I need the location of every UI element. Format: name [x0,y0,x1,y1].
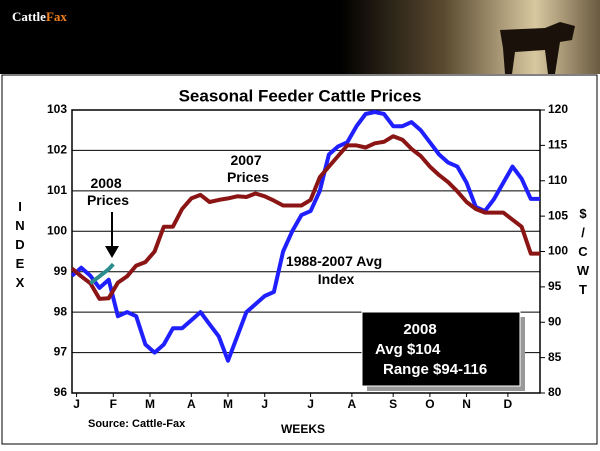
annotation-2007: 2007 Prices [227,152,269,185]
x-tick-label: J [73,397,80,411]
x-tick-label: J [261,397,268,411]
x-tick-label: M [223,397,233,411]
plot-border [71,109,541,394]
y-tick-label: 103 [47,102,67,116]
y2-tick-label: 80 [548,385,562,399]
chart-frame [1,74,598,445]
summary-line: Avg $104 [375,341,441,358]
x-tick-label: N [462,397,471,411]
y-tick-label: 101 [47,183,67,197]
chart-title: Seasonal Feeder Cattle Prices [179,86,422,105]
x-tick-label: S [389,397,397,411]
logo: CattleFax [12,9,67,24]
x-tick-label: A [187,397,196,411]
x-axis-label: WEEKS [281,422,325,436]
x-tick-label: M [145,397,155,411]
series-line [70,110,540,363]
cow-silhouette [500,22,575,74]
annotation-avg: 1988-2007 Avg Index [286,253,386,287]
y2-axis-label: $ / C W T [577,206,590,297]
summary-box [361,311,521,387]
y-tick-label: 96 [54,385,68,399]
logo-cattle: Cattle [12,9,46,24]
y-tick-label: 97 [54,345,68,359]
y2-tick-label: 90 [548,314,562,328]
x-tick-label: A [348,397,357,411]
y2-tick-label: 100 [548,244,568,258]
y2-tick-label: 85 [548,350,562,364]
y2-tick-label: 105 [548,208,568,222]
y2-tick-label: 115 [548,138,568,152]
y2-tick-label: 95 [548,279,562,293]
source: Source: Cattle-Fax [88,418,186,430]
annotation-2008: 2008 Prices [87,175,129,208]
x-tick-label: D [504,397,513,411]
arrow-head [105,246,119,258]
y-tick-label: 100 [47,223,67,237]
series-line [70,134,540,301]
y-tick-label: 99 [54,264,68,278]
logo-fax: Fax [46,9,67,24]
plot: 96 97 98 99 100 101 102 103 80 85 90 95 100 105 110 115… [15,102,590,436]
y2-tick-label: 110 [548,173,568,187]
y-tick-label: 98 [54,304,68,318]
x-tick-label: F [110,397,117,411]
summary-line: Range $94-116 [383,361,487,378]
x-tick-label: J [307,397,314,411]
summary-line: 2008 [403,321,436,338]
x-tick-label: O [425,397,434,411]
y-tick-label: 102 [47,143,67,157]
y2-tick-label: 120 [548,102,568,116]
series-line [89,262,115,285]
